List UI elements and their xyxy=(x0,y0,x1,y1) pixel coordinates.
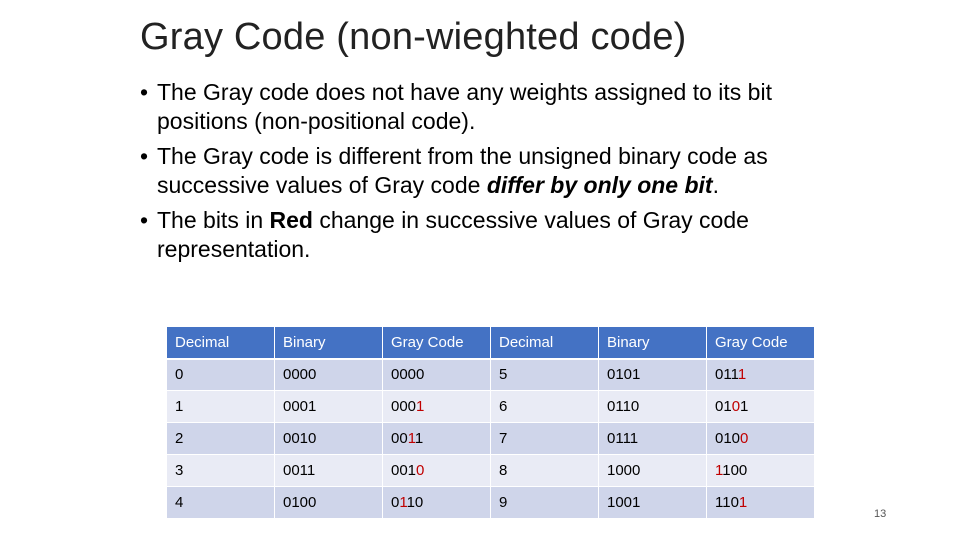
header-binary: Binary xyxy=(274,326,383,360)
gray-bits: 000 xyxy=(391,398,417,415)
changed-bit: 1 xyxy=(399,494,407,511)
table-row: 4 0100 0110 9 1001 1101 xyxy=(166,486,815,519)
bullet-text: The Gray code does not have any weights … xyxy=(157,79,772,134)
gray-code-cell: 0000 xyxy=(382,358,491,391)
bullet-item: • The Gray code does not have any weights… xyxy=(140,78,840,136)
header-decimal-2: Decimal xyxy=(490,326,599,360)
bullet-list: • The Gray code does not have any weights… xyxy=(140,78,840,270)
bullet-dot-icon: • xyxy=(140,143,149,169)
gray-bits: 001 xyxy=(391,462,417,479)
bullet-item: • The Gray code is different from the uns… xyxy=(140,142,840,200)
gray-code-cell: 0100 xyxy=(706,422,815,455)
bullet-item: • The bits in Red change in successive va… xyxy=(140,206,840,264)
binary-cell: 0100 xyxy=(274,486,383,519)
gray-code-cell: 0010 xyxy=(382,454,491,487)
page-number: 13 xyxy=(874,508,887,520)
gray-code-cell: 0001 xyxy=(382,390,491,423)
bullet-dot-icon: • xyxy=(140,79,149,105)
table-row: 1 0001 0001 6 0110 0101 xyxy=(166,390,815,423)
bullet-text: differ by only one bit xyxy=(486,172,713,198)
changed-bit: 0 xyxy=(740,430,749,447)
changed-bit: 1 xyxy=(738,494,748,511)
header-decimal: Decimal xyxy=(166,326,275,360)
decimal-cell: 7 xyxy=(490,422,599,455)
gray-bits: 110 xyxy=(715,494,739,511)
header-gray-code-2: Gray Code xyxy=(706,326,815,360)
gray-bits: 1 xyxy=(740,398,749,415)
binary-cell: 1001 xyxy=(598,486,707,519)
gray-bits: 00 xyxy=(391,430,408,447)
changed-bit: 0 xyxy=(416,462,425,479)
binary-cell: 0000 xyxy=(274,358,383,391)
binary-cell: 0011 xyxy=(274,454,383,487)
gray-bits: 1 xyxy=(414,430,424,447)
binary-cell: 1000 xyxy=(598,454,707,487)
decimal-cell: 0 xyxy=(166,358,275,391)
gray-bits: 0000 xyxy=(391,366,425,384)
decimal-cell: 5 xyxy=(490,358,599,391)
binary-cell: 0010 xyxy=(274,422,383,455)
changed-bit: 0 xyxy=(731,398,741,415)
gray-bits: 0 xyxy=(391,494,400,511)
bullet-text: Red xyxy=(269,207,313,233)
decimal-cell: 6 xyxy=(490,390,599,423)
bullet-text: The bits in xyxy=(157,207,270,233)
bullet-text: The Gray code is different from the unsi… xyxy=(157,143,768,198)
decimal-cell: 4 xyxy=(166,486,275,519)
gray-bits: 010 xyxy=(715,430,741,447)
bullet-dot-icon: • xyxy=(140,207,149,233)
gray-code-cell: 0110 xyxy=(382,486,491,519)
changed-bit: 1 xyxy=(737,366,747,384)
slide-title: Gray Code (non-wieghted code) xyxy=(140,16,687,58)
table-row: 0 0000 0000 5 0101 0111 xyxy=(166,358,815,391)
bullet-text: . xyxy=(712,172,719,198)
table-row: 2 0010 0011 7 0111 0100 xyxy=(166,422,815,455)
binary-cell: 0110 xyxy=(598,390,707,423)
table-body: 0 0000 0000 5 0101 0111 1 0001 0001 6 0110 0101 2 001… xyxy=(166,358,815,519)
gray-bits: 10 xyxy=(406,494,424,511)
gray-code-cell: 0011 xyxy=(382,422,491,455)
changed-bit: 1 xyxy=(416,398,425,415)
decimal-cell: 9 xyxy=(490,486,599,519)
decimal-cell: 1 xyxy=(166,390,275,423)
gray-bits: 01 xyxy=(715,398,732,415)
bullet-text: change in successive values of Gray code… xyxy=(157,207,749,262)
binary-cell: 0101 xyxy=(598,358,707,391)
binary-cell: 0001 xyxy=(274,390,383,423)
table-row: 3 0011 0010 8 1000 1100 xyxy=(166,454,815,487)
gray-bits: 100 xyxy=(722,462,748,479)
gray-code-table: Decimal Binary Gray Code Decimal Binary … xyxy=(166,326,815,519)
binary-cell: 0111 xyxy=(598,422,707,455)
changed-bit: 1 xyxy=(407,430,415,447)
gray-bits: 011 xyxy=(715,366,738,384)
decimal-cell: 8 xyxy=(490,454,599,487)
gray-code-cell: 1100 xyxy=(706,454,815,487)
header-binary-2: Binary xyxy=(598,326,707,360)
header-gray-code: Gray Code xyxy=(382,326,491,360)
gray-code-cell: 0111 xyxy=(706,358,815,391)
changed-bit: 1 xyxy=(715,462,723,479)
decimal-cell: 3 xyxy=(166,454,275,487)
decimal-cell: 2 xyxy=(166,422,275,455)
gray-code-cell: 0101 xyxy=(706,390,815,423)
gray-code-cell: 1101 xyxy=(706,486,815,519)
table-header-row: Decimal Binary Gray Code Decimal Binary … xyxy=(166,326,815,360)
